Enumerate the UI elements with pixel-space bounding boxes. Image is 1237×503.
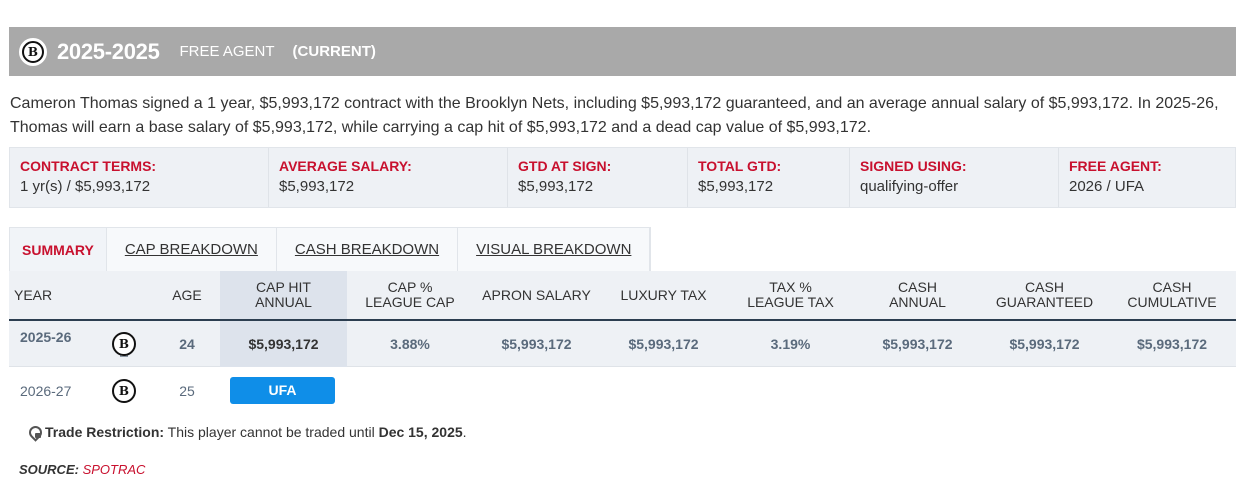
breakdown-tabs: SUMMARY CAP BREAKDOWN CASH BREAKDOWN VIS… xyxy=(9,227,652,271)
table-row: 2025-26 B 24 $5,993,172 3.88% $5,993,172… xyxy=(9,321,1236,367)
col-cash-annual: CASH ANNUAL xyxy=(889,279,946,310)
term-free-agent: FREE AGENT: 2026 / UFA xyxy=(1069,158,1162,195)
row-year: 2026-27 xyxy=(20,383,72,399)
col-year: YEAR xyxy=(14,286,53,303)
term-signed-using: SIGNED USING: qualifying-offer xyxy=(850,148,1059,207)
contract-years: 2025-2025 xyxy=(57,38,160,64)
contract-status: FREE AGENT xyxy=(179,43,275,60)
col-cap-hit: CAP HIT ANNUAL xyxy=(220,271,347,319)
row-cap-hit: $5,993,172 xyxy=(220,321,347,367)
col-age: AGE xyxy=(172,286,202,303)
team-logo-icon: B xyxy=(19,37,47,66)
row-tax-pct: 3.19% xyxy=(770,336,811,352)
col-tax-pct: TAX % LEAGUE TAX xyxy=(747,279,834,310)
row-age: 24 xyxy=(179,336,195,352)
term-contract-terms: CONTRACT TERMS: 1 yr(s) / $5,993,172 xyxy=(10,148,269,207)
row-cap-pct: 3.88% xyxy=(390,336,430,352)
row-age: 25 xyxy=(179,383,195,399)
contract-summary: Cameron Thomas signed a 1 year, $5,993,1… xyxy=(10,95,1219,136)
current-badge: (CURRENT) xyxy=(292,43,376,60)
term-total-gtd: TOTAL GTD: $5,993,172 xyxy=(688,148,850,207)
contract-terms-strip: CONTRACT TERMS: 1 yr(s) / $5,993,172 AVE… xyxy=(9,147,1236,208)
tab-visual-breakdown[interactable]: VISUAL BREAKDOWN xyxy=(458,228,651,271)
row-status: UFA xyxy=(230,376,335,404)
contract-header: B 2025-2025 FREE AGENT (CURRENT) xyxy=(9,27,1236,76)
row-cash-cum: $5,993,172 xyxy=(1136,336,1208,352)
location-lock-icon xyxy=(28,426,41,439)
row-cash-gtd: $5,993,172 xyxy=(1009,336,1080,352)
term-gtd-at-sign: GTD AT SIGN: $5,993,172 xyxy=(508,148,688,207)
term-average-salary: AVERAGE SALARY: $5,993,172 xyxy=(269,148,508,207)
ufa-badge: UFA xyxy=(230,376,335,404)
source-credit: SOURCE: SPOTRAC xyxy=(19,462,146,477)
row-apron: $5,993,172 xyxy=(501,336,572,352)
col-cap-pct: CAP % LEAGUE CAP xyxy=(365,279,455,310)
team-logo-icon: B xyxy=(112,379,136,403)
col-cash-cumulative: CASH CUMULATIVE xyxy=(1127,279,1217,310)
row-team-logo: B xyxy=(109,368,139,414)
col-luxury-tax: LUXURY TAX xyxy=(620,286,707,303)
col-cash-guaranteed: CASH GUARANTEED xyxy=(995,279,1094,310)
col-apron-salary: APRON SALARY xyxy=(482,286,591,303)
tab-summary[interactable]: SUMMARY xyxy=(10,228,107,271)
row-cash: $5,993,172 xyxy=(882,336,953,352)
row-team-logo: B xyxy=(109,321,139,367)
trade-restriction: Trade Restriction: This player cannot be… xyxy=(28,424,467,440)
table-header: YEAR AGE CAP HIT ANNUAL CAP % LEAGUE CAP A… xyxy=(9,271,1236,321)
row-luxury: $5,993,172 xyxy=(628,336,699,352)
row-year: 2025-26 xyxy=(20,329,72,345)
tab-cap-breakdown[interactable]: CAP BREAKDOWN xyxy=(107,228,277,271)
table-row: 2026-27 B 25 UFA xyxy=(9,368,1236,414)
team-logo-icon: B xyxy=(112,332,136,356)
tab-cash-breakdown[interactable]: CASH BREAKDOWN xyxy=(277,228,459,271)
